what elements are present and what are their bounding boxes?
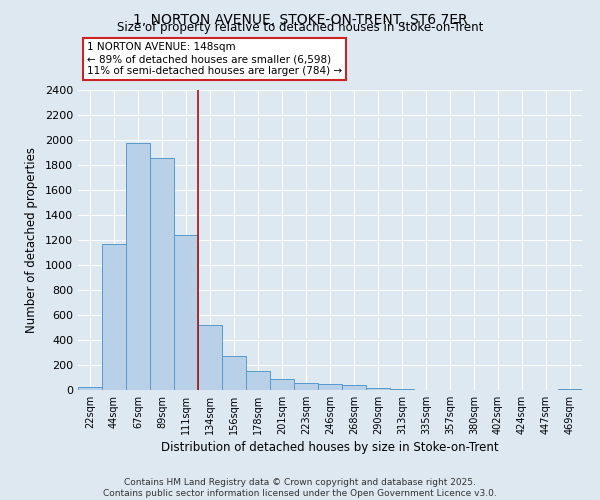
X-axis label: Distribution of detached houses by size in Stoke-on-Trent: Distribution of detached houses by size … bbox=[161, 441, 499, 454]
Text: 1 NORTON AVENUE: 148sqm
← 89% of detached houses are smaller (6,598)
11% of semi: 1 NORTON AVENUE: 148sqm ← 89% of detache… bbox=[87, 42, 342, 76]
Text: 1, NORTON AVENUE, STOKE-ON-TRENT, ST6 7ER: 1, NORTON AVENUE, STOKE-ON-TRENT, ST6 7E… bbox=[133, 12, 467, 26]
Bar bbox=[366, 388, 390, 390]
Bar bbox=[126, 142, 150, 390]
Bar bbox=[222, 356, 246, 390]
Bar bbox=[270, 379, 294, 390]
Bar bbox=[318, 384, 342, 390]
Bar bbox=[246, 370, 270, 390]
Text: Contains HM Land Registry data © Crown copyright and database right 2025.
Contai: Contains HM Land Registry data © Crown c… bbox=[103, 478, 497, 498]
Bar bbox=[78, 387, 102, 390]
Y-axis label: Number of detached properties: Number of detached properties bbox=[25, 147, 38, 333]
Bar bbox=[342, 385, 366, 390]
Bar bbox=[294, 383, 318, 390]
Bar bbox=[174, 235, 198, 390]
Text: Size of property relative to detached houses in Stoke-on-Trent: Size of property relative to detached ho… bbox=[117, 22, 483, 35]
Bar bbox=[102, 244, 126, 390]
Bar bbox=[198, 325, 222, 390]
Bar bbox=[558, 389, 582, 390]
Bar bbox=[150, 158, 174, 390]
